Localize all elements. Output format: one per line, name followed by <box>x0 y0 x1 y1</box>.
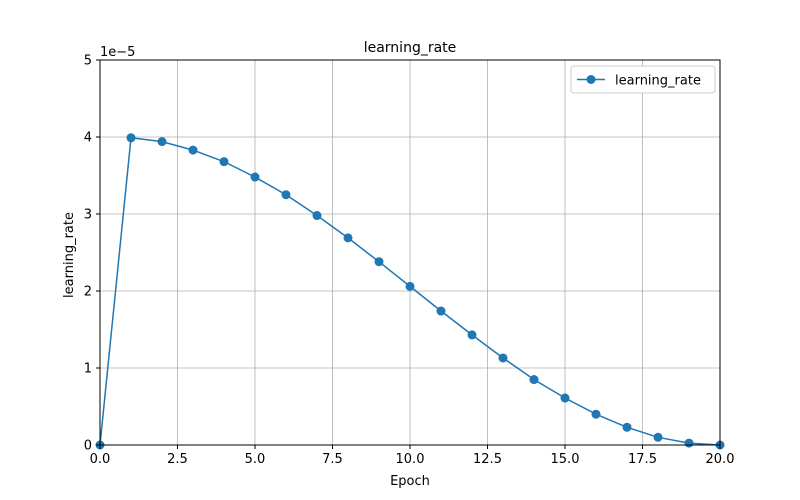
x-tick-label: 7.5 <box>322 452 343 467</box>
legend-label: learning_rate <box>615 74 701 89</box>
y-scale-label: 1e−5 <box>100 45 135 60</box>
x-tick-label: 17.5 <box>628 452 657 467</box>
x-tick-label: 2.5 <box>167 452 188 467</box>
legend: learning_rate <box>570 65 716 94</box>
data-point <box>405 281 415 291</box>
data-point <box>498 353 508 363</box>
data-point <box>374 257 384 267</box>
data-point <box>188 145 198 155</box>
y-tick-label: 4 <box>84 131 92 146</box>
data-point <box>157 137 167 147</box>
series-layer <box>95 133 725 450</box>
data-point <box>312 211 322 221</box>
data-point <box>560 393 570 403</box>
data-point <box>684 438 694 448</box>
y-tick-label: 1 <box>84 362 92 377</box>
data-point <box>126 133 136 143</box>
y-tick-label: 3 <box>84 208 92 223</box>
y-tick-label: 0 <box>84 439 92 454</box>
x-tick-label: 12.5 <box>473 452 502 467</box>
y-tick-label: 2 <box>84 285 92 300</box>
x-tick-label: 5.0 <box>245 452 266 467</box>
x-tick-label: 0.0 <box>90 452 111 467</box>
data-point <box>467 330 477 340</box>
y-axis: 0 1 2 3 4 5 <box>84 54 100 454</box>
x-axis: 0.0 2.5 5.0 7.5 10.0 12.5 15.0 17.5 20.0 <box>90 445 735 467</box>
data-point <box>622 422 632 432</box>
legend-marker <box>586 75 596 84</box>
data-point <box>250 172 260 182</box>
data-point <box>436 306 446 316</box>
y-tick-label: 5 <box>84 54 92 69</box>
x-axis-label: Epoch <box>390 474 430 489</box>
legend-box <box>570 65 716 94</box>
x-tick-label: 15.0 <box>551 452 580 467</box>
data-point <box>343 233 353 243</box>
data-point <box>219 157 229 167</box>
data-point <box>529 375 539 385</box>
chart-title: learning_rate <box>364 40 457 56</box>
data-point <box>281 190 291 200</box>
data-point <box>591 409 601 419</box>
x-tick-label: 10.0 <box>396 452 425 467</box>
y-axis-label: learning_rate <box>62 212 77 298</box>
data-point <box>653 432 663 442</box>
x-tick-label: 20.0 <box>706 452 735 467</box>
